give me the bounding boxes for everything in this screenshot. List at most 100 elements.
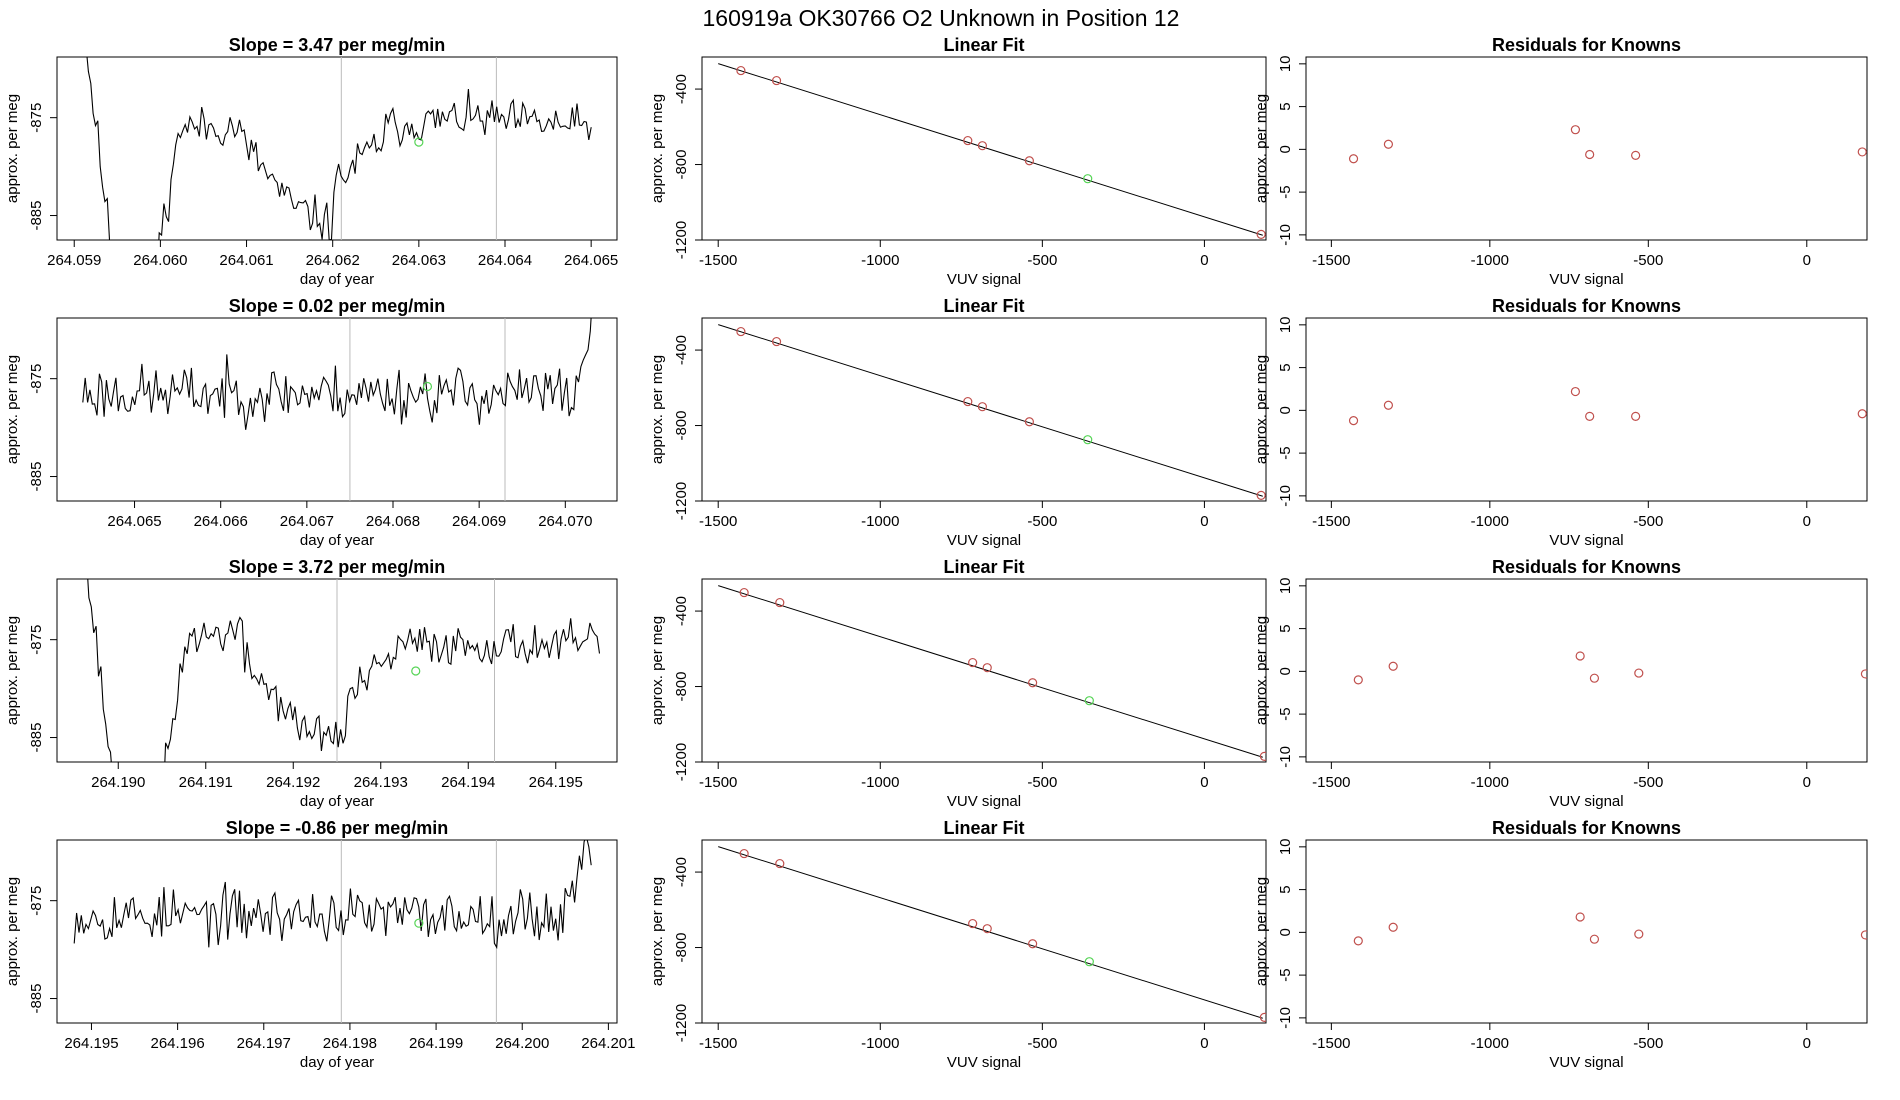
y-axis-label: approx. per meg (1253, 877, 1270, 986)
y-tick-label: -10 (1277, 224, 1294, 246)
unknown-point-marker (1084, 957, 1094, 967)
y-axis-label: approx. per meg (4, 355, 21, 464)
y-tick-label: 0 (1277, 928, 1294, 936)
y-tick-label: 10 (1277, 577, 1294, 594)
plot-area (86, 57, 592, 240)
plot-area (718, 585, 1266, 761)
signal-trace (86, 57, 592, 240)
x-tick-label: -500 (1027, 774, 1057, 791)
unknown-point-marker (414, 918, 424, 928)
plot-frame (701, 56, 1267, 241)
x-tick-label: 264.064 (478, 252, 532, 269)
x-axis-label: day of year (300, 532, 374, 549)
panel-3-3: Residuals for Knowns -1500 -1000 -500 0 10 5 0 -… (1253, 557, 1868, 810)
known-point-marker (1256, 490, 1266, 500)
known-point-marker (739, 587, 749, 598)
plot-frame (1305, 317, 1868, 502)
x-tick-label: -1500 (699, 774, 737, 791)
y-tick-label: -400 (673, 74, 690, 104)
y-tick-label: 10 (1277, 838, 1294, 855)
x-tick-label: 264.195 (529, 774, 583, 791)
x-tick-label: 264.067 (280, 513, 334, 530)
y-axis-label: approx. per meg (649, 94, 666, 203)
y-tick-label: 5 (1277, 624, 1294, 632)
x-tick-label: 264.070 (538, 513, 592, 530)
x-axis-label: VUV signal (1549, 532, 1623, 549)
x-axis-label: VUV signal (947, 532, 1021, 549)
known-point-marker (968, 657, 978, 668)
x-tick-label: 0 (1803, 774, 1811, 791)
y-tick-label: -5 (1277, 707, 1294, 720)
y-tick-label: -800 (673, 933, 690, 963)
y-tick-label: -885 (28, 723, 45, 753)
known-point-marker (977, 141, 987, 151)
x-tick-label: -1500 (699, 1035, 737, 1052)
panel-4-3: Residuals for Knowns -1500 -1000 -500 0 10 5 0 -… (1253, 818, 1868, 1071)
x-tick-label: 264.191 (179, 774, 233, 791)
panel-2-2: Linear Fit -1500 -1000 -500 0 -400 -800 -1200 VU… (649, 296, 1267, 549)
known-point-marker (1634, 668, 1644, 678)
known-point-marker (739, 848, 749, 859)
x-tick-label: 0 (1803, 513, 1811, 530)
panel-title: Linear Fit (943, 818, 1024, 838)
plot-frame (701, 578, 1267, 763)
x-tick-label: 264.065 (107, 513, 161, 530)
x-axis-label: day of year (300, 271, 374, 288)
panel-title: Slope = 3.72 per meg/min (229, 557, 446, 577)
panel-title: Linear Fit (943, 35, 1024, 55)
unknown-point-marker (414, 137, 424, 147)
known-point-marker (1388, 922, 1398, 932)
known-point-marker (771, 336, 782, 347)
plot-frame (56, 317, 618, 502)
x-tick-label: 264.062 (306, 252, 360, 269)
unknown-point-marker (422, 381, 433, 392)
y-tick-label: -1200 (673, 482, 690, 520)
x-tick-label: -500 (1633, 1035, 1663, 1052)
plot-area (82, 318, 592, 501)
known-point-marker (736, 326, 746, 337)
y-axis-label: approx. per meg (1253, 616, 1270, 725)
plot-frame (56, 56, 618, 241)
x-axis-label: day of year (300, 1054, 374, 1071)
known-point-marker (1388, 661, 1398, 671)
x-tick-label: -500 (1027, 513, 1057, 530)
x-tick-label: 0 (1803, 252, 1811, 269)
x-axis-label: VUV signal (1549, 793, 1623, 810)
y-tick-label: -10 (1277, 1007, 1294, 1029)
y-axis-label: approx. per meg (649, 616, 666, 725)
x-tick-label: -1000 (861, 252, 899, 269)
x-tick-label: 0 (1200, 513, 1208, 530)
x-tick-label: 0 (1200, 774, 1208, 791)
known-point-marker (1857, 409, 1867, 419)
y-tick-label: -875 (28, 886, 45, 916)
fit-line (718, 585, 1263, 758)
x-tick-label: -1000 (1471, 1035, 1509, 1052)
x-tick-label: -1000 (861, 774, 899, 791)
panel-title: Residuals for Knowns (1492, 296, 1681, 316)
panel-title: Residuals for Knowns (1492, 818, 1681, 838)
panel-title: Linear Fit (943, 296, 1024, 316)
known-point-marker (775, 858, 785, 869)
known-point-marker (1634, 929, 1644, 939)
known-point-marker (1024, 417, 1034, 427)
plot-frame (56, 839, 618, 1024)
y-tick-label: -875 (28, 625, 45, 655)
known-point-marker (982, 663, 992, 673)
x-axis-label: VUV signal (947, 1054, 1021, 1071)
panel-4-1: Slope = -0.86 per meg/min 264.195 264.196 2… (4, 818, 636, 1071)
x-tick-label: 264.193 (354, 774, 408, 791)
panel-title: Slope = 0.02 per meg/min (229, 296, 446, 316)
known-point-marker (1256, 229, 1266, 239)
x-tick-label: 264.199 (409, 1035, 463, 1052)
y-tick-label: -400 (673, 596, 690, 626)
known-point-marker (1383, 400, 1394, 410)
panel-title: Linear Fit (943, 557, 1024, 577)
known-point-marker (1353, 936, 1363, 946)
y-axis-label: approx. per meg (4, 616, 21, 725)
known-point-marker (1570, 386, 1581, 397)
known-point-marker (1575, 912, 1585, 922)
known-point-marker (1259, 1012, 1266, 1022)
x-tick-label: -1000 (1471, 774, 1509, 791)
x-tick-label: 264.200 (495, 1035, 549, 1052)
x-tick-label: 264.190 (91, 774, 145, 791)
